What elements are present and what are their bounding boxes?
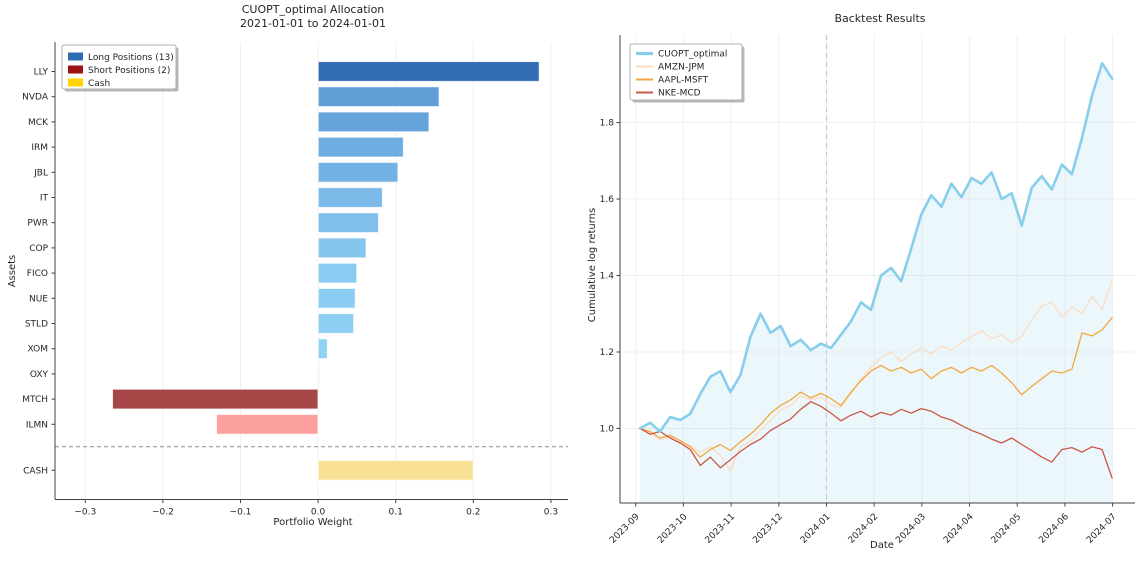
line-AMZN-JPM	[639, 280, 1113, 472]
bar-LLY	[317, 60, 540, 83]
line-CUOPT_optimal	[638, 61, 1114, 433]
y-tick-label: 1.8	[600, 119, 615, 129]
bar-NUE	[317, 287, 356, 309]
y-tick-label: 1.0	[600, 424, 615, 434]
allocation-title-block: CUOPT_optimal Allocation 2021-01-01 to 2…	[93, 3, 533, 31]
bar-FICO	[317, 262, 358, 284]
y-tick-label-JBL: JBL	[33, 168, 48, 178]
y-tick-label-PWR: PWR	[27, 219, 48, 229]
y-tick-label-IRM: IRM	[31, 143, 48, 153]
x-tick-label: 0.3	[544, 508, 558, 518]
legend-swatch	[68, 52, 83, 61]
y-tick-label-STLD: STLD	[25, 320, 48, 330]
x-tick-label: 0.1	[389, 508, 403, 518]
x-tick-label: 2023-09	[608, 512, 642, 546]
backtest-title: Backtest Results	[834, 12, 926, 25]
legend-label: CUOPT_optimal	[658, 50, 727, 60]
y-tick-label-MCK: MCK	[28, 118, 49, 128]
y-tick-label: 1.4	[600, 272, 615, 282]
allocation-ylabel: Assets	[7, 254, 18, 288]
y-tick-label-COP: COP	[29, 244, 48, 254]
x-tick-label: 0.0	[311, 508, 326, 518]
allocation-xlabel: Portfolio Weight	[273, 517, 353, 528]
y-tick-label-IT: IT	[40, 194, 49, 204]
x-tick-label: 2023-12	[751, 512, 785, 546]
bar-MCK	[317, 111, 430, 133]
legend-label: AAPL-MSFT	[658, 76, 709, 86]
y-tick-label-ILMN: ILMN	[26, 420, 48, 430]
bar-IRM	[317, 136, 405, 158]
y-tick-label-NVDA: NVDA	[22, 93, 49, 103]
x-tick-label: −0.1	[230, 508, 252, 518]
x-tick-label: −0.3	[74, 508, 96, 518]
x-tick-label: −0.2	[152, 508, 174, 518]
y-tick-label: 1.2	[600, 348, 614, 358]
legend-swatch	[68, 78, 83, 87]
bar-STLD	[317, 312, 355, 335]
area-fill-CUOPT_optimal	[640, 63, 1113, 504]
legend-box	[61, 44, 177, 90]
y-tick-label-XOM: XOM	[28, 345, 48, 355]
y-tick-label-CASH: CASH	[23, 466, 48, 476]
legend-swatch	[68, 65, 83, 74]
bar-IT	[317, 186, 384, 209]
bar-MTCH	[111, 388, 319, 410]
y-tick-label: 1.6	[600, 195, 615, 205]
bar-NVDA	[317, 86, 440, 108]
allocation-legend: Long Positions (13) Short Positions (2) Ca…	[61, 44, 179, 92]
x-tick-label: 2023-11	[704, 512, 738, 546]
line-AAPL-MSFT	[639, 316, 1113, 458]
bar-JBL	[317, 161, 399, 183]
backtest-xlabel: Date	[870, 540, 894, 551]
x-tick-label: 0.2	[466, 508, 480, 518]
legend-label: NKE-MCD	[658, 89, 701, 99]
allocation-chart: LLY NVDA MCK IRM JBL IT PWR COP FICO NUE STLD XOM OX…	[22, 42, 568, 518]
legend-label: Long Positions (13)	[88, 53, 174, 63]
allocation-subtitle: 2021-01-01 to 2024-01-01	[240, 17, 386, 30]
y-tick-label-OXY: OXY	[30, 370, 49, 380]
legend-label: AMZN-JPM	[658, 63, 704, 73]
bar-COP	[317, 237, 367, 259]
x-tick-label: 2024-05	[990, 512, 1024, 546]
bar-XOM	[317, 338, 329, 360]
backtest-chart: 1.0 1.2 1.4 1.6 1.8 2023-09 2023-10 2023-11 2023…	[600, 35, 1135, 546]
allocation-title: CUOPT_optimal Allocation	[241, 3, 385, 16]
legend-label: Short Positions (2)	[88, 66, 170, 76]
bar-OXY	[317, 363, 321, 385]
backtest-ylabel: Cumulative log returns	[587, 207, 598, 323]
x-tick-label: 2024-06	[1037, 512, 1071, 546]
bar-PWR	[317, 212, 380, 234]
legend-label: Cash	[88, 79, 110, 89]
legend-box	[629, 43, 743, 101]
y-tick-label-LLY: LLY	[34, 68, 49, 78]
y-tick-label-FICO: FICO	[27, 269, 48, 279]
y-tick-label-MTCH: MTCH	[22, 395, 48, 405]
bar-ILMN	[215, 413, 319, 435]
x-tick-label: 2023-10	[656, 512, 690, 546]
backtest-legend: CUOPT_optimal AMZN-JPM AAPL-MSFT NKE-MCD	[629, 43, 745, 103]
line-NKE-MCD	[639, 401, 1113, 479]
bar-CASH	[317, 459, 474, 481]
x-tick-label: 2024-07	[1085, 512, 1119, 546]
y-tick-label-NUE: NUE	[29, 294, 48, 304]
